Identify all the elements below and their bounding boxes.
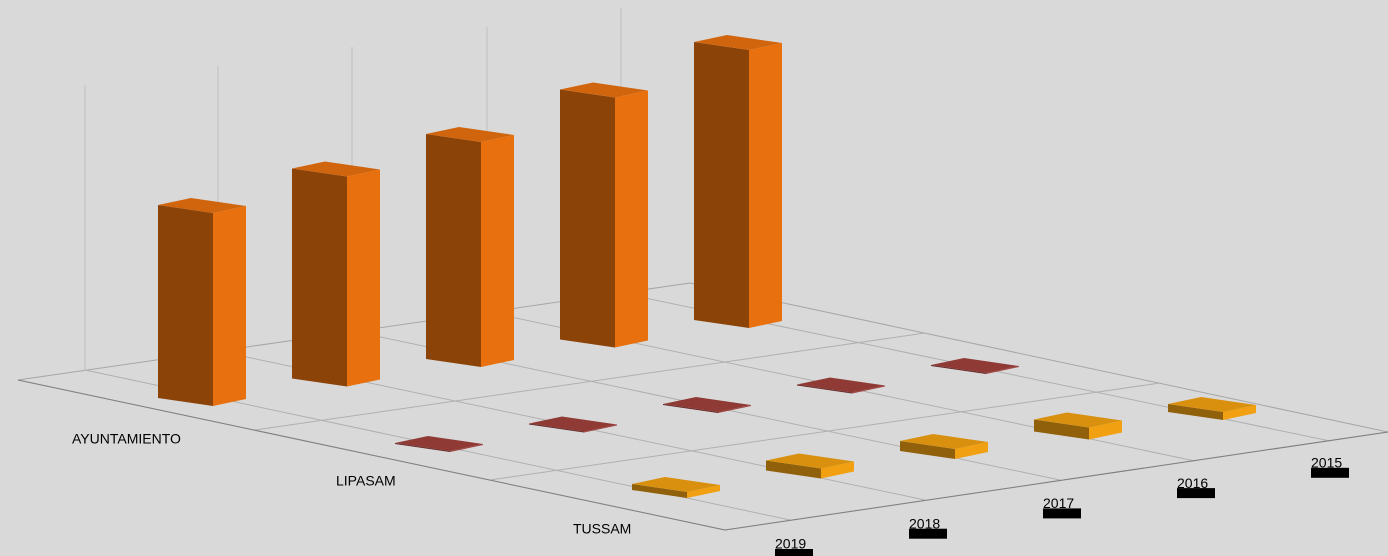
category-axis	[17, 379, 726, 531]
bar	[1168, 397, 1256, 420]
bar-front	[426, 134, 481, 367]
bar-front	[560, 89, 615, 348]
bar-top	[395, 436, 483, 451]
year-label: 2017	[1043, 495, 1074, 511]
bar-top	[632, 477, 720, 492]
bar-side	[347, 169, 380, 387]
bar	[766, 453, 854, 479]
bar-front	[529, 423, 584, 433]
year-label: 2016	[1177, 475, 1208, 491]
bar	[797, 377, 885, 394]
bar-side	[584, 424, 617, 433]
bar-front	[1034, 419, 1089, 440]
bar-top	[1034, 412, 1122, 428]
bar-top	[766, 453, 854, 469]
bar-front	[395, 443, 450, 452]
bar-side	[481, 135, 514, 367]
bar-side	[1089, 420, 1122, 440]
bar-front	[158, 205, 213, 406]
bar-front	[766, 460, 821, 479]
bar	[395, 436, 483, 452]
bar	[663, 397, 751, 413]
bar-top	[426, 127, 514, 142]
bar-top	[560, 82, 648, 98]
bar-top	[529, 416, 617, 432]
bar	[560, 82, 648, 348]
bar-front	[663, 404, 718, 413]
bar-front	[694, 42, 749, 328]
bar	[900, 434, 988, 459]
bar-top	[663, 397, 751, 412]
bar-top	[1168, 397, 1256, 412]
bar-front	[931, 365, 986, 374]
bar	[1034, 412, 1122, 440]
bar-side	[687, 485, 720, 498]
bar-side	[213, 206, 246, 406]
bar	[426, 127, 514, 367]
bar	[158, 198, 246, 406]
year-label: 2018	[909, 515, 940, 531]
bar	[632, 477, 720, 498]
bar-side	[749, 43, 782, 328]
bar-side	[615, 90, 648, 348]
category-label: LIPASAM	[336, 473, 396, 489]
bar	[292, 161, 380, 387]
label-shadow	[1043, 508, 1081, 519]
year-label: 2019	[775, 536, 806, 552]
bar-front	[797, 384, 852, 394]
bar-top	[158, 198, 246, 213]
label-shadow	[775, 549, 813, 556]
bar-top	[900, 434, 988, 449]
bar-front	[1168, 404, 1223, 420]
bar-top	[931, 358, 1019, 373]
category-label: TUSSAM	[573, 521, 631, 537]
bar-front	[900, 441, 955, 459]
bar-front	[632, 484, 687, 498]
bar-side	[450, 444, 483, 452]
bar-side	[1223, 405, 1256, 420]
bar	[529, 416, 617, 433]
bar-top	[797, 377, 885, 393]
label-shadow	[1311, 467, 1349, 478]
bar-side	[821, 461, 854, 479]
label-shadow	[909, 528, 947, 539]
bar-side	[852, 385, 885, 394]
year-axis	[724, 431, 1388, 531]
bar	[931, 358, 1019, 374]
bar-front	[292, 168, 347, 387]
bar	[694, 35, 782, 328]
bar-side	[718, 405, 751, 413]
bar-top	[292, 161, 380, 177]
year-label: 2015	[1311, 455, 1342, 471]
category-label: AYUNTAMIENTO	[72, 431, 181, 447]
bar-side	[986, 366, 1019, 374]
bar-top	[694, 35, 782, 50]
label-shadow	[1177, 488, 1215, 499]
bar-side	[955, 442, 988, 459]
